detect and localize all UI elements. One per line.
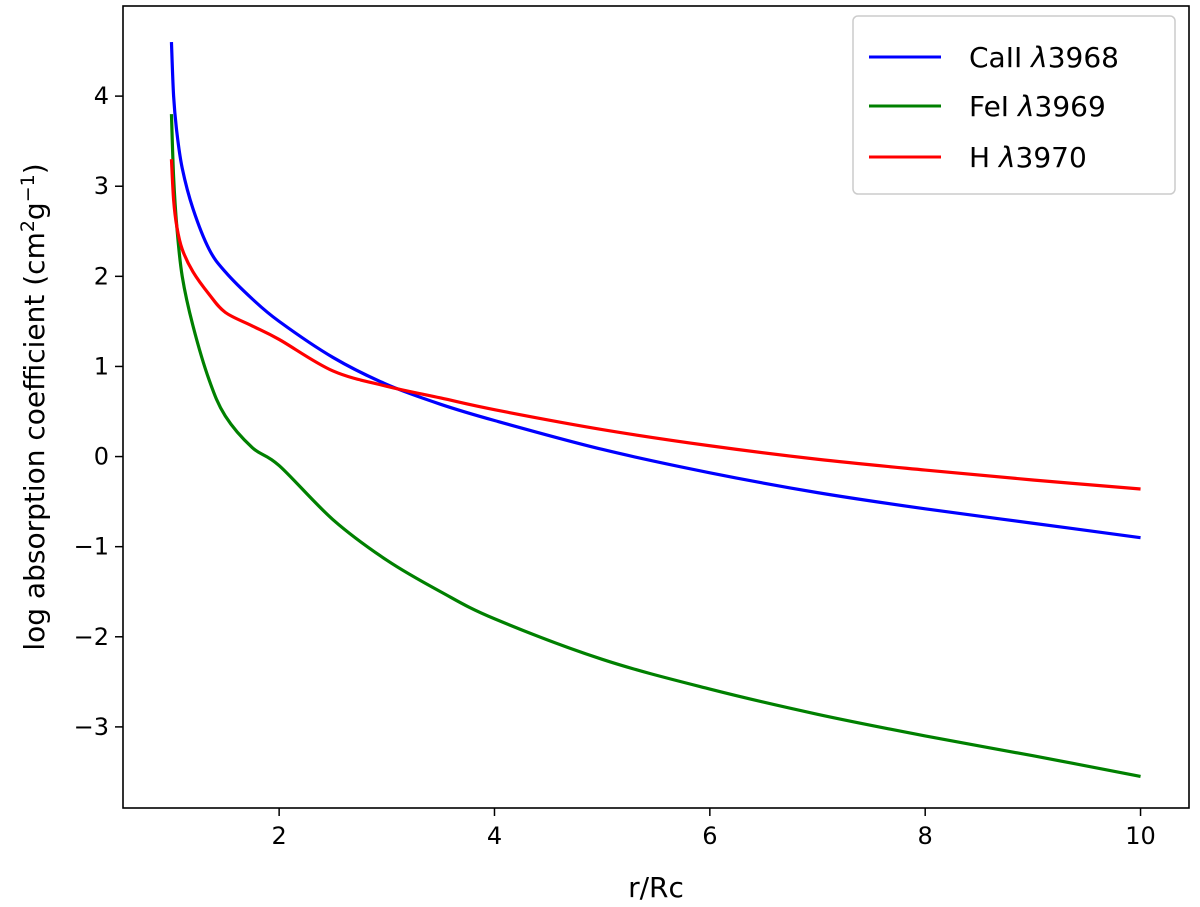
legend-h-suffix: 3970 — [1016, 141, 1087, 174]
plot-frame — [122, 5, 1190, 809]
series-layer — [169, 41, 1141, 779]
y-axis-label-suffix: ) — [18, 163, 51, 174]
y-tick-label: −1 — [74, 533, 109, 561]
legend-h-symbol: λ — [997, 141, 1016, 174]
x-axis-label: r/Rc — [628, 871, 684, 904]
x-axis: 2 4 6 8 10 — [271, 808, 1156, 850]
y-tick-label: 4 — [94, 82, 109, 110]
legend-label-fei: FeI λ3969 — [969, 90, 1106, 123]
legend-caii-suffix: 3968 — [1048, 41, 1119, 74]
legend-caii-symbol: λ — [1029, 41, 1048, 74]
y-axis-label-exp1: 2 — [17, 220, 39, 232]
series-line-fei — [169, 114, 1141, 779]
series-line-caii — [169, 41, 1141, 540]
legend-label-h: H λ3970 — [969, 141, 1087, 174]
legend-box — [852, 15, 1176, 195]
x-tick-label: 6 — [702, 822, 717, 850]
y-axis-label-mid: g — [18, 202, 51, 220]
y-axis-label: log absorption coefficient (cm2g−1) — [17, 163, 51, 650]
legend-fei-suffix: 3969 — [1035, 90, 1106, 123]
legend-h-prefix: H — [969, 141, 999, 174]
series-line-h — [169, 159, 1141, 491]
y-tick-label: −2 — [74, 623, 109, 651]
y-axis-label-exp2: −1 — [17, 174, 39, 202]
legend-label-caii: CaII λ3968 — [969, 41, 1119, 74]
y-tick-label: −3 — [74, 713, 109, 741]
legend-fei-symbol: λ — [1016, 90, 1035, 123]
x-tick-label: 8 — [918, 822, 933, 850]
y-tick-label: 2 — [94, 262, 109, 290]
x-tick-label: 10 — [1125, 822, 1156, 850]
legend: CaII λ3968 FeI λ3969 H λ3970 — [852, 15, 1176, 195]
y-tick-label: 3 — [94, 172, 109, 200]
legend-caii-prefix: CaII — [969, 41, 1031, 74]
legend-fei-prefix: FeI — [969, 90, 1018, 123]
x-tick-label: 4 — [487, 822, 502, 850]
y-axis: −3 −2 −1 0 1 2 3 4 — [74, 82, 123, 741]
y-tick-label: 0 — [94, 443, 109, 471]
x-tick-label: 2 — [271, 822, 286, 850]
y-axis-label-prefix: log absorption coefficient (cm — [18, 232, 51, 651]
y-tick-label: 1 — [94, 352, 109, 380]
